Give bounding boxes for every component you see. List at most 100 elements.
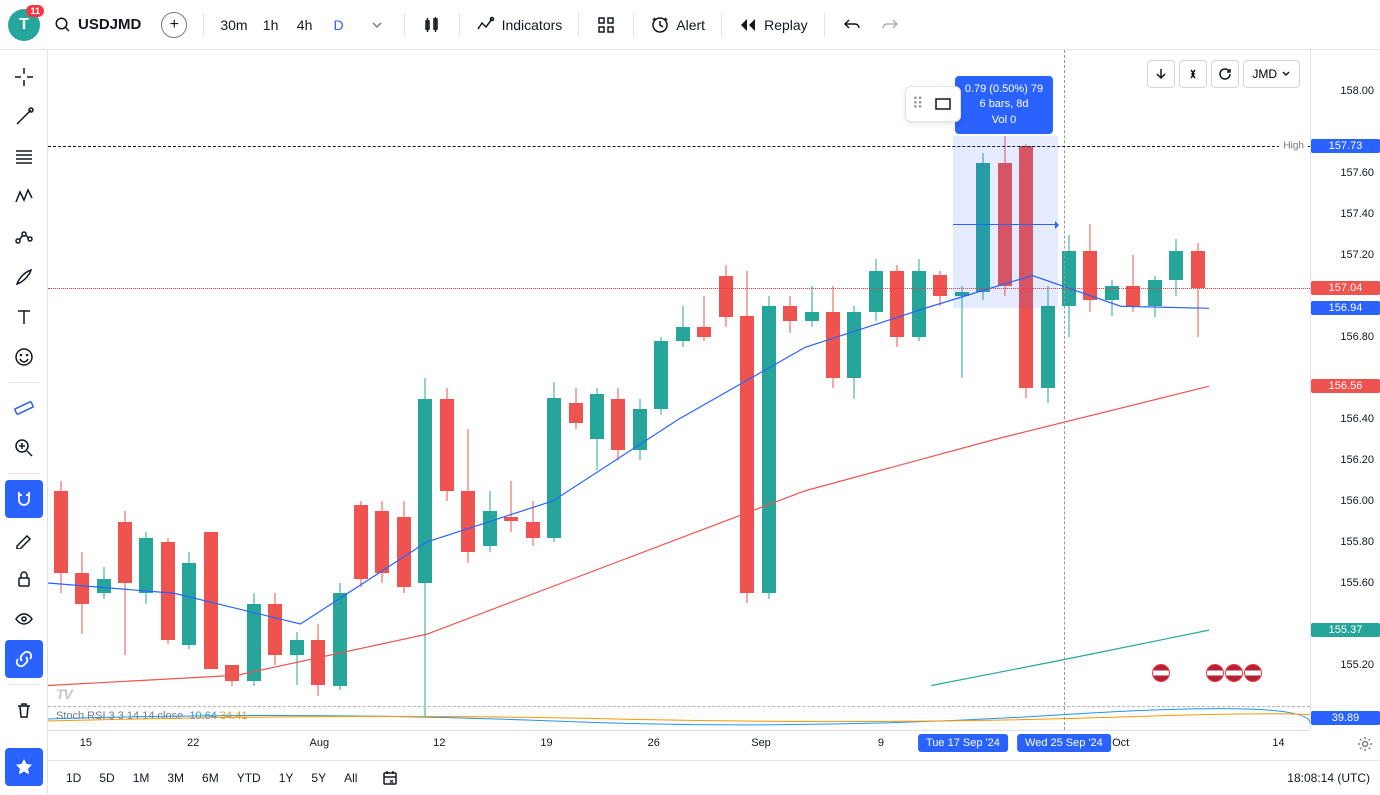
timeframe-4h[interactable]: 4h bbox=[288, 8, 322, 42]
plus-icon: + bbox=[161, 12, 187, 38]
alert-icon bbox=[650, 15, 670, 35]
chart-canvas[interactable]: TV High0.79 (0.50%) 796 bars, 8dVol 0⠿St… bbox=[48, 50, 1310, 730]
currency-selector[interactable]: JMD bbox=[1243, 60, 1300, 88]
time-tick: Oct bbox=[1112, 737, 1129, 749]
lock-drawings-tool[interactable] bbox=[5, 520, 43, 558]
candle bbox=[611, 388, 625, 460]
rect-icon[interactable] bbox=[932, 93, 954, 115]
add-symbol-button[interactable]: + bbox=[155, 8, 193, 42]
event-flag-icon[interactable] bbox=[1206, 664, 1224, 682]
reset-button[interactable] bbox=[1211, 60, 1239, 88]
chevron-down-icon bbox=[1281, 69, 1291, 79]
candle bbox=[268, 593, 282, 665]
event-flag-icon[interactable] bbox=[1225, 664, 1243, 682]
brush-tool[interactable] bbox=[5, 258, 43, 296]
candle bbox=[654, 337, 668, 415]
chart-type-button[interactable] bbox=[415, 8, 449, 42]
range-1Y[interactable]: 1Y bbox=[271, 767, 302, 789]
emoji-tool[interactable] bbox=[5, 338, 43, 376]
indicators-icon bbox=[476, 15, 496, 35]
crosshair-icon bbox=[13, 66, 35, 88]
candle bbox=[182, 552, 196, 648]
ruler-tool[interactable] bbox=[5, 389, 43, 427]
candle bbox=[1105, 280, 1119, 317]
range-1M[interactable]: 1M bbox=[125, 767, 158, 789]
range-6M[interactable]: 6M bbox=[194, 767, 227, 789]
event-flag-icon[interactable] bbox=[1244, 664, 1262, 682]
range-5Y[interactable]: 5Y bbox=[303, 767, 334, 789]
time-tick: 12 bbox=[433, 737, 445, 749]
replay-button[interactable]: Replay bbox=[732, 8, 814, 42]
fib-tool[interactable] bbox=[5, 138, 43, 176]
redo-icon bbox=[881, 16, 899, 34]
undo-icon bbox=[843, 16, 861, 34]
price-axis[interactable]: 158.00157.60157.40157.20156.80156.40156.… bbox=[1310, 50, 1380, 730]
collapse-icon bbox=[1186, 67, 1200, 81]
zoom-tool[interactable] bbox=[5, 429, 43, 467]
magnet-icon bbox=[14, 489, 34, 509]
redo-button[interactable] bbox=[873, 8, 907, 42]
text-tool[interactable] bbox=[5, 298, 43, 336]
candle bbox=[547, 382, 561, 542]
chart-area: TV High0.79 (0.50%) 796 bars, 8dVol 0⠿St… bbox=[48, 50, 1380, 794]
range-3M[interactable]: 3M bbox=[159, 767, 192, 789]
price-tick: 155.20 bbox=[1340, 659, 1374, 671]
link-tool[interactable] bbox=[5, 640, 43, 678]
time-tick: 22 bbox=[187, 737, 199, 749]
crosshair-horizontal bbox=[48, 146, 1310, 147]
timeframe-dropdown[interactable] bbox=[360, 8, 394, 42]
ruler-icon bbox=[13, 397, 35, 419]
candle bbox=[225, 665, 239, 686]
event-flag-icon[interactable] bbox=[1152, 664, 1170, 682]
stoch-rsi-panel[interactable]: Stoch RSI 3 3 14 14 close 10.64 34.41 bbox=[48, 706, 1310, 730]
floating-drawing-toolbar[interactable]: ⠿ bbox=[905, 86, 961, 122]
hide-tool[interactable] bbox=[5, 600, 43, 638]
range-5D[interactable]: 5D bbox=[91, 767, 122, 789]
measure-line3: Vol 0 bbox=[992, 114, 1016, 126]
templates-button[interactable] bbox=[589, 8, 623, 42]
undo-button[interactable] bbox=[835, 8, 869, 42]
lock-tool[interactable] bbox=[5, 560, 43, 598]
candle bbox=[826, 286, 840, 389]
trendline-tool[interactable] bbox=[5, 98, 43, 136]
price-tick: 156.40 bbox=[1340, 413, 1374, 425]
timeframe-1h[interactable]: 1h bbox=[254, 8, 288, 42]
favorites-tool[interactable] bbox=[5, 748, 43, 786]
indicators-button[interactable]: Indicators bbox=[470, 8, 569, 42]
last-price-line bbox=[48, 288, 1310, 289]
crosshair-tool[interactable] bbox=[5, 58, 43, 96]
separator bbox=[203, 13, 204, 37]
candle bbox=[161, 538, 175, 645]
clock-text: 18:08:14 (UTC) bbox=[1287, 771, 1370, 785]
user-avatar[interactable]: T 11 bbox=[8, 9, 40, 41]
candle bbox=[118, 511, 132, 655]
alert-button[interactable]: Alert bbox=[644, 8, 711, 42]
goto-date-button[interactable] bbox=[373, 761, 407, 795]
pattern-tool[interactable] bbox=[5, 178, 43, 216]
axis-settings-button[interactable] bbox=[1356, 735, 1374, 758]
candle bbox=[869, 259, 883, 321]
star-icon bbox=[14, 757, 34, 777]
scroll-down-button[interactable] bbox=[1147, 60, 1175, 88]
drag-handle-icon[interactable]: ⠿ bbox=[912, 94, 926, 114]
range-YTD[interactable]: YTD bbox=[229, 767, 269, 789]
measure-selection[interactable] bbox=[953, 136, 1058, 308]
timeframe-30m[interactable]: 30m bbox=[214, 8, 253, 42]
search-icon bbox=[54, 16, 72, 34]
crosshair-vertical bbox=[1064, 50, 1065, 730]
range-All[interactable]: All bbox=[336, 767, 365, 789]
candle bbox=[97, 567, 111, 600]
forecast-tool[interactable] bbox=[5, 218, 43, 256]
price-label: 157.04 bbox=[1311, 281, 1380, 295]
trash-tool[interactable] bbox=[5, 691, 43, 729]
timeframe-group: 30m1h4hD bbox=[214, 8, 355, 42]
timeframe-D[interactable]: D bbox=[322, 8, 356, 42]
symbol-search[interactable]: USDJMD bbox=[44, 16, 151, 34]
price-tick: 156.20 bbox=[1340, 454, 1374, 466]
range-1D[interactable]: 1D bbox=[58, 767, 89, 789]
price-label: 155.37 bbox=[1311, 623, 1380, 637]
magnet-tool[interactable] bbox=[5, 480, 43, 518]
candle bbox=[590, 388, 604, 470]
collapse-button[interactable] bbox=[1179, 60, 1207, 88]
time-axis[interactable]: 1522Aug121926Sep9Oct14Tue 17 Sep '24Wed … bbox=[48, 730, 1310, 760]
